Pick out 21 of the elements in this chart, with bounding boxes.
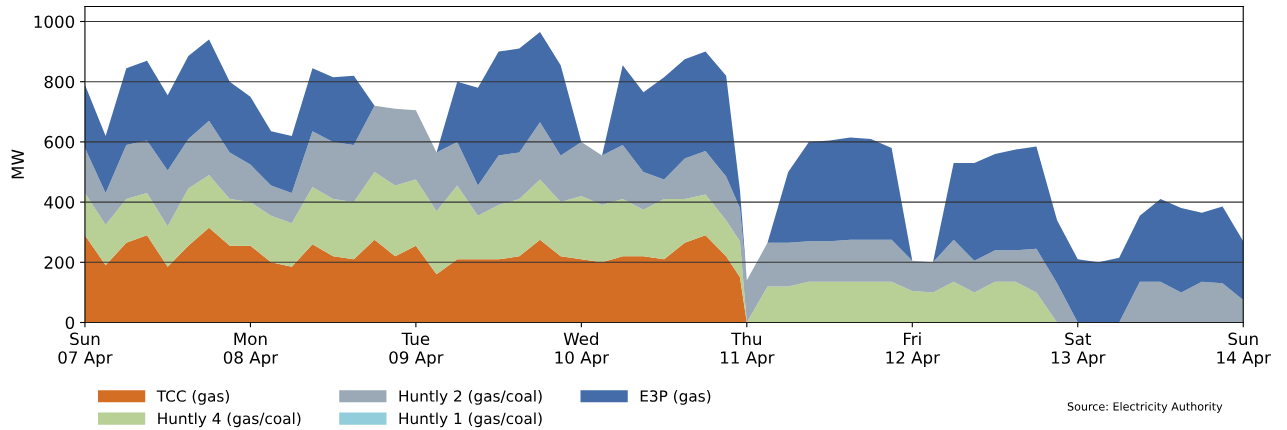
y-tick-label: 400 <box>44 196 75 209</box>
y-tick-label: 800 <box>44 75 75 89</box>
legend-label: TCC (gas) <box>156 390 229 405</box>
y-tick-label: 200 <box>44 256 75 269</box>
legend-label: Huntly 1 (gas/coal) <box>399 412 542 428</box>
x-tick-label: Mon 08 Apr <box>223 332 279 368</box>
legend-label: Huntly 2 (gas/coal) <box>399 389 542 405</box>
x-tick-label: Sun 07 Apr <box>58 332 113 368</box>
y-tick-label: 0 <box>65 316 75 330</box>
x-tick-label: Fri 12 Apr <box>886 332 940 368</box>
x-tick-label: Thu 11 Apr <box>720 332 775 368</box>
x-tick-label: Tue 09 Apr <box>389 332 444 368</box>
y-tick-label: 600 <box>44 135 75 149</box>
x-tick-label: Sun 14 Apr <box>1217 332 1271 368</box>
source-note: Source: Electricity Authority <box>1067 402 1223 413</box>
legend-label: Huntly 4 (gas/coal) <box>158 412 301 428</box>
y-tick-label: 1000 <box>34 15 75 29</box>
x-tick-label: Wed 10 Apr <box>555 332 610 368</box>
x-tick-label: Sat 13 Apr <box>1051 332 1106 368</box>
y-axis-title: MW <box>11 149 24 179</box>
legend-label: E3P (gas) <box>640 390 711 405</box>
